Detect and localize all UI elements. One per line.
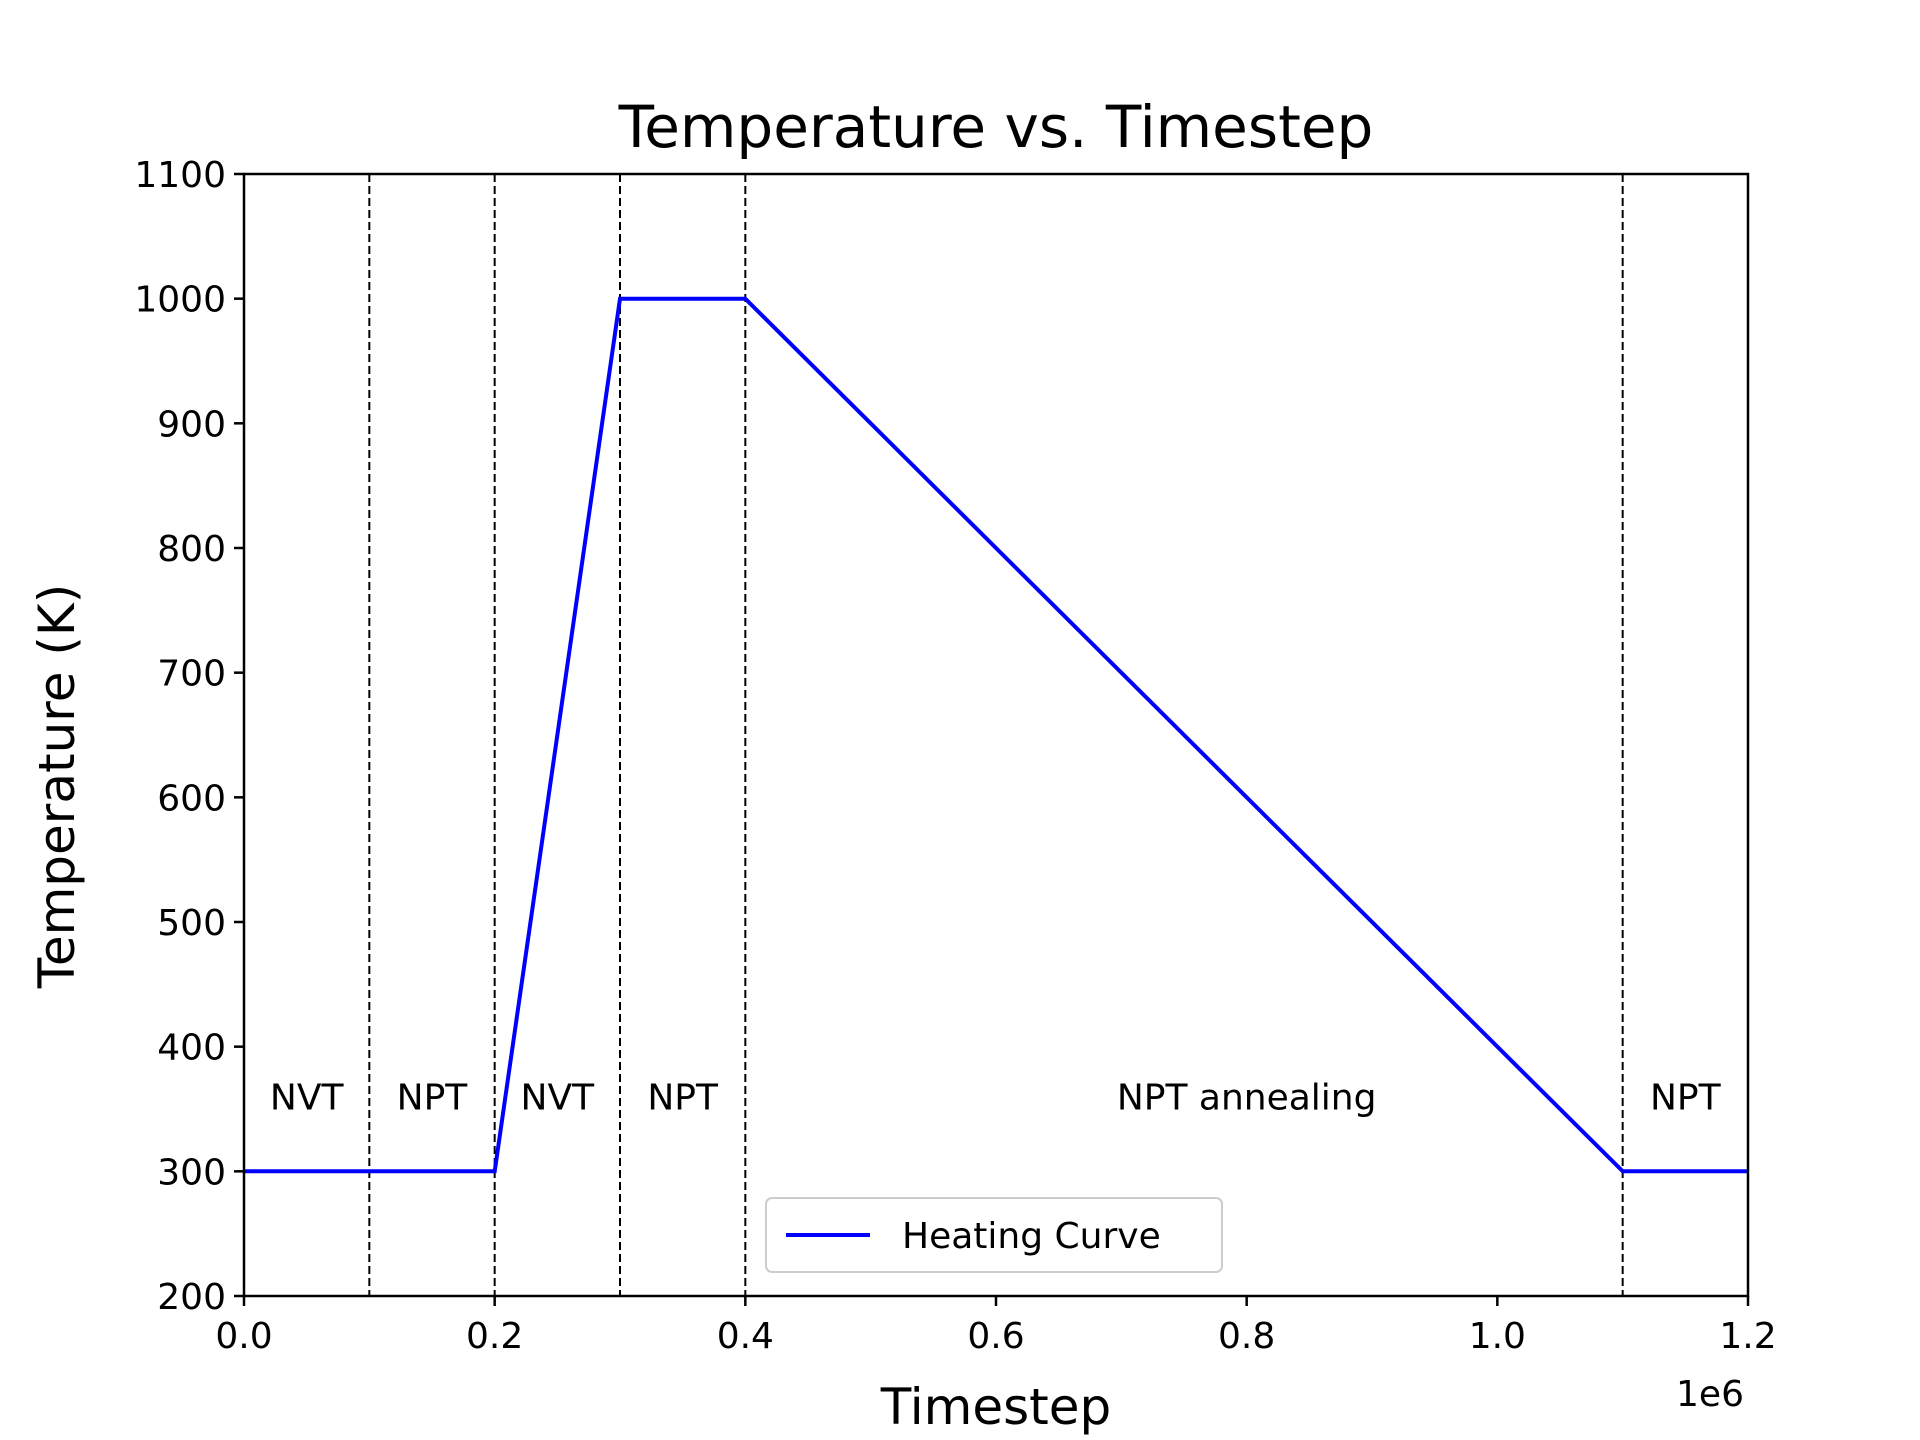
x-tick-label-4: 0.8 [1218,1316,1275,1357]
phase-label-0: NVT [270,1078,345,1119]
legend: Heating Curve [765,1197,1223,1273]
phase-label-4: NPT annealing [1117,1078,1377,1119]
phase-label-2: NVT [521,1078,596,1119]
x-tick-label-3: 0.6 [967,1316,1024,1357]
y-tick-label-2: 400 [157,1028,226,1069]
y-tick-label-3: 500 [157,903,226,944]
x-tick-label-2: 0.4 [717,1316,774,1357]
phase-boundary-lines [368,174,1624,1296]
x-tick-label-0: 0.0 [215,1316,272,1357]
y-axis-ticks: 200 300 400 500 600 700 800 900 1000 1100 [134,155,244,1318]
x-tick-label-5: 1.0 [1469,1316,1526,1357]
y-tick-label-1: 300 [157,1152,226,1193]
phase-label-1: NPT [397,1078,469,1119]
y-axis-label: Temperature (K) [28,584,86,989]
series-line-0 [244,296,1748,1174]
y-tick-label-9: 1100 [134,155,226,196]
x-axis-ticks: 0.0 0.2 0.4 0.6 0.8 1.0 1.2 [215,1296,1777,1357]
x-axis-label: Timestep [880,1378,1112,1436]
phase-label-3: NPT [647,1078,719,1119]
x-axis-offset-label: 1e6 [1676,1374,1744,1415]
y-tick-label-8: 1000 [134,280,226,321]
legend-box [765,1197,1223,1273]
legend-label: Heating Curve [902,1216,1161,1257]
y-tick-label-4: 600 [157,778,226,819]
x-tick-label-1: 0.2 [466,1316,523,1357]
chart-title: Temperature vs. Timestep [618,93,1374,161]
y-tick-label-5: 700 [157,654,226,695]
phase-labels: NVT NPT NVT NPT NPT annealing NPT [270,1078,1722,1119]
x-tick-label-6: 1.2 [1719,1316,1776,1357]
y-tick-label-7: 900 [157,404,226,445]
y-tick-label-6: 800 [157,529,226,570]
y-tick-label-0: 200 [157,1277,226,1318]
phase-label-5: NPT [1650,1078,1722,1119]
